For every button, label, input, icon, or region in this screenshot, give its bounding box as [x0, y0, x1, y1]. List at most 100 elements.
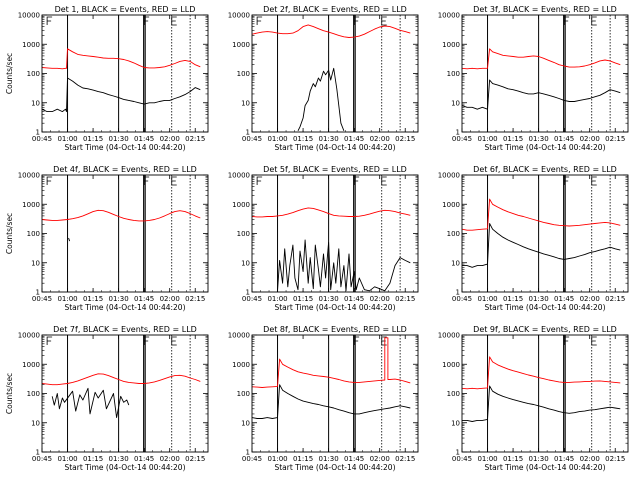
series-lld-line — [42, 209, 201, 222]
series-events-line — [297, 67, 345, 132]
plot-area — [462, 175, 621, 292]
y-axis-label: Counts/sec — [5, 373, 14, 414]
y-tick-label: 100 — [447, 70, 460, 78]
y-tick-label: 10 — [31, 419, 40, 427]
y-tick-label: 1000 — [22, 41, 40, 49]
x-tick-label: 02:00 — [580, 135, 600, 143]
x-tick-label: 02:00 — [580, 455, 600, 463]
x-tick-label: 01:30 — [109, 135, 129, 143]
x-tick-label: 01:15 — [293, 135, 313, 143]
x-tick-label: 01:15 — [293, 295, 313, 303]
x-axis-label: Start Time (04-Oct-14 00:44:20) — [274, 143, 395, 152]
x-tick-label: 01:30 — [109, 295, 129, 303]
y-tick-label: 10000 — [228, 332, 250, 340]
y-tick-label: 100 — [237, 70, 250, 78]
f-marker — [353, 176, 360, 185]
x-tick-label: 00:45 — [242, 295, 262, 303]
x-tick-label: 02:15 — [395, 135, 415, 143]
x-tick-label: 01:15 — [503, 295, 523, 303]
x-tick-label: 01:45 — [554, 455, 574, 463]
x-tick-label: 01:30 — [529, 295, 549, 303]
y-tick-label: 10 — [241, 99, 250, 107]
chart-panel-1: Det 1, BLACK = Events, RED = LLD 1 10 100 10… — [5, 5, 209, 152]
y-tick-label: 1000 — [232, 201, 250, 209]
e-marker — [381, 16, 387, 26]
x-tick-label: 01:45 — [554, 295, 574, 303]
chart-title: Det 7f, BLACK = Events, RED = LLD — [53, 325, 197, 334]
x-tick-label: 02:00 — [580, 295, 600, 303]
y-tick-label: 10000 — [228, 12, 250, 20]
x-tick-label: 00:45 — [32, 295, 52, 303]
y-tick-label: 100 — [237, 230, 250, 238]
x-tick-label: 01:45 — [554, 135, 574, 143]
y-tick-label: 10000 — [228, 172, 250, 180]
x-tick-label: 01:30 — [529, 135, 549, 143]
x-tick-label: 01:15 — [83, 295, 103, 303]
x-axis-label: Start Time (04-Oct-14 00:44:20) — [484, 143, 605, 152]
f-marker — [46, 176, 53, 185]
chart-panel-4: Det 4f, BLACK = Events, RED = LLD 1 10 100 1… — [5, 165, 209, 312]
chart-panel-2: Det 2f, BLACK = Events, RED = LLD 1 10 100 1… — [228, 5, 419, 152]
y-tick-label: 100 — [447, 390, 460, 398]
x-axis-label: Start Time (04-Oct-14 00:44:20) — [484, 303, 605, 312]
x-tick-label: 02:00 — [160, 135, 180, 143]
y-tick-label: 10000 — [18, 12, 40, 20]
series-lld-line — [252, 337, 411, 388]
series-events-line — [51, 387, 130, 419]
x-tick-label: 01:45 — [344, 455, 364, 463]
x-tick-label: 00:45 — [452, 455, 472, 463]
x-tick-label: 01:15 — [503, 455, 523, 463]
y-tick-label: 1000 — [232, 361, 250, 369]
y-tick-label: 1 — [246, 449, 250, 457]
plot-frame — [461, 14, 629, 133]
x-tick-label: 01:15 — [293, 455, 313, 463]
plot-area — [252, 175, 411, 292]
f-marker — [563, 176, 570, 185]
chart-panel-5: Det 5f, BLACK = Events, RED = LLD 1 10 100 1… — [228, 165, 419, 312]
series-events-line — [68, 237, 71, 242]
y-tick-label: 10 — [241, 419, 250, 427]
x-tick-label: 01:00 — [57, 135, 77, 143]
y-tick-label: 1 — [456, 289, 460, 297]
chart-title: Det 4f, BLACK = Events, RED = LLD — [53, 165, 197, 174]
chart-panel-3: Det 3f, BLACK = Events, RED = LLD 1 10 100 1… — [438, 5, 629, 152]
f-marker — [143, 176, 150, 185]
x-axis-label: Start Time (04-Oct-14 00:44:20) — [64, 463, 185, 472]
x-tick-label: 00:45 — [242, 455, 262, 463]
f-marker — [256, 176, 263, 185]
y-tick-label: 1000 — [22, 361, 40, 369]
series-events-line — [462, 223, 621, 268]
plot-area — [42, 15, 201, 132]
series-events-line — [277, 239, 411, 292]
x-tick-label: 01:15 — [503, 135, 523, 143]
y-tick-label: 1 — [456, 449, 460, 457]
x-tick-label: 02:00 — [370, 295, 390, 303]
e-marker — [171, 16, 177, 26]
x-tick-label: 02:15 — [605, 455, 625, 463]
f-marker — [256, 16, 263, 25]
series-events-line — [252, 384, 411, 419]
f-marker — [46, 336, 53, 345]
x-tick-label: 01:00 — [57, 455, 77, 463]
y-tick-label: 1 — [36, 449, 40, 457]
x-tick-label: 00:45 — [242, 135, 262, 143]
y-tick-label: 10 — [31, 99, 40, 107]
e-marker — [381, 176, 387, 186]
x-tick-label: 01:30 — [529, 455, 549, 463]
x-tick-label: 01:15 — [83, 135, 103, 143]
plot-area — [252, 15, 411, 132]
y-tick-label: 10000 — [18, 172, 40, 180]
e-marker — [171, 336, 177, 346]
e-marker — [171, 176, 177, 186]
series-events-line — [462, 79, 621, 110]
y-tick-label: 1 — [246, 289, 250, 297]
x-tick-label: 01:45 — [344, 135, 364, 143]
series-lld-line — [42, 373, 201, 386]
x-tick-label: 02:00 — [370, 135, 390, 143]
chart-title: Det 6f, BLACK = Events, RED = LLD — [473, 165, 617, 174]
series-events-line — [42, 77, 201, 113]
x-tick-label: 01:45 — [134, 455, 154, 463]
plot-frame — [251, 334, 419, 453]
